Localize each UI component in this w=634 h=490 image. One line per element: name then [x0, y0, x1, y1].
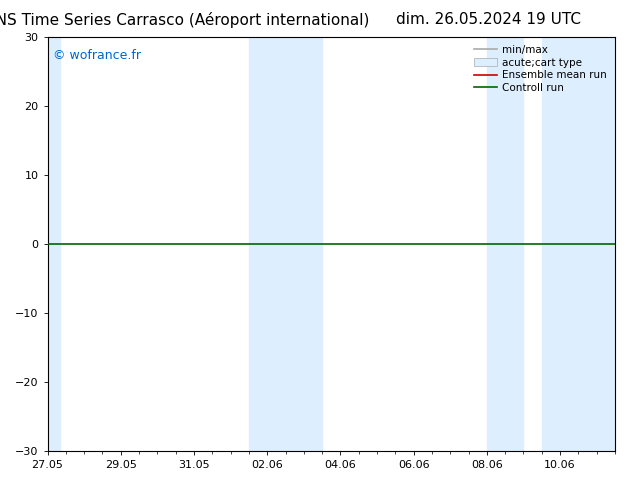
- Legend: min/max, acute;cart type, Ensemble mean run, Controll run: min/max, acute;cart type, Ensemble mean …: [470, 42, 610, 96]
- Bar: [48, 37, 60, 451]
- Text: ENS Time Series Carrasco (Aéroport international): ENS Time Series Carrasco (Aéroport inter…: [0, 12, 369, 28]
- Bar: [542, 37, 615, 451]
- Text: dim. 26.05.2024 19 UTC: dim. 26.05.2024 19 UTC: [396, 12, 581, 27]
- Bar: [487, 37, 524, 451]
- Text: © wofrance.fr: © wofrance.fr: [53, 49, 141, 62]
- Bar: [249, 37, 322, 451]
